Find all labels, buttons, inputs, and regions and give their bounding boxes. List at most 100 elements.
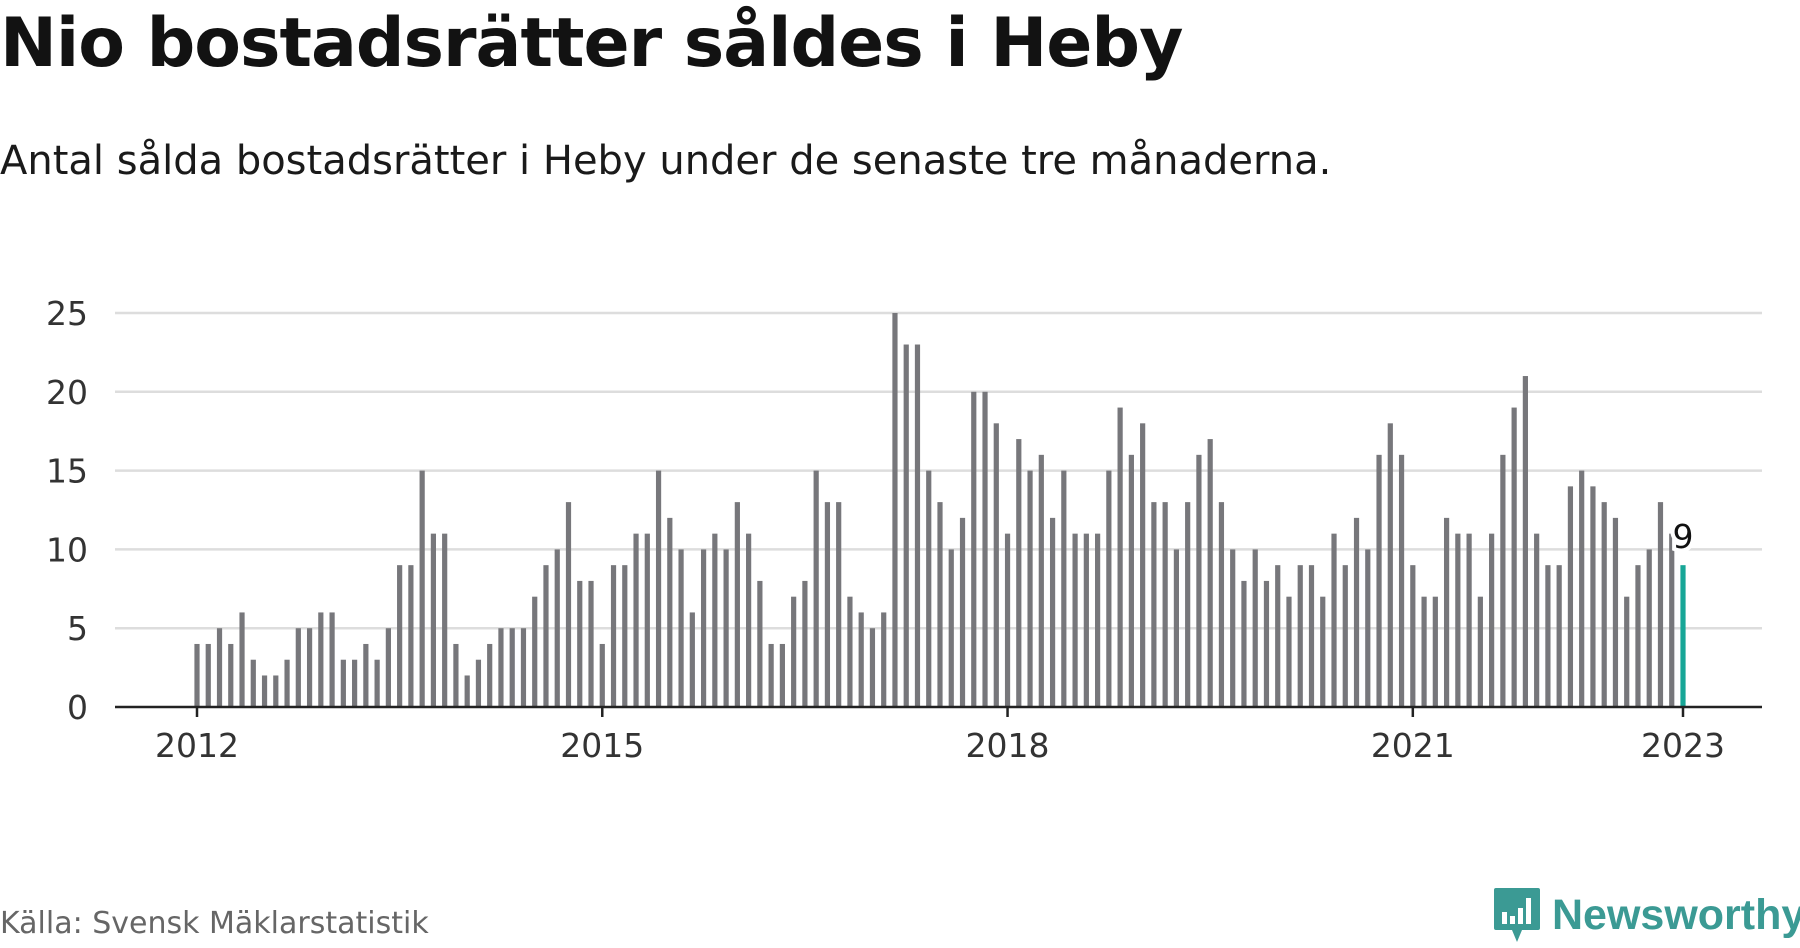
bar — [1455, 533, 1461, 707]
bar — [1612, 517, 1619, 707]
bar — [1038, 454, 1044, 707]
newsworthy-logo: Newsworthy — [1492, 886, 1800, 944]
bar — [655, 470, 662, 707]
brand-name: Newsworthy — [1552, 890, 1800, 939]
source-note: Källa: Svensk Mäklarstatistik — [0, 906, 429, 941]
y-tick-label: 20 — [46, 373, 88, 412]
bar — [543, 565, 549, 707]
x-tick-label: 2018 — [966, 726, 1050, 765]
bar — [284, 659, 290, 707]
bar — [633, 533, 639, 707]
bar — [858, 612, 864, 707]
bar — [1567, 486, 1574, 707]
bar — [757, 580, 763, 707]
bar — [577, 580, 583, 707]
y-tick-label: 15 — [46, 452, 88, 491]
bar — [397, 565, 403, 707]
bar — [228, 643, 234, 707]
bar — [498, 628, 504, 707]
bar — [791, 596, 797, 707]
bar — [779, 643, 785, 707]
bar — [734, 502, 740, 707]
bar — [520, 628, 527, 707]
bar — [261, 675, 268, 707]
bar — [881, 612, 887, 707]
bar — [948, 549, 954, 707]
bar — [869, 628, 876, 707]
x-tick-label: 2021 — [1371, 726, 1455, 765]
bar — [1511, 407, 1517, 707]
bar — [1275, 565, 1281, 707]
bar — [723, 549, 729, 707]
bar — [352, 659, 358, 707]
y-tick-label: 10 — [46, 530, 88, 569]
bar — [1635, 565, 1641, 707]
bar — [1252, 549, 1258, 707]
y-tick-label: 5 — [67, 609, 88, 648]
bar — [1365, 549, 1371, 707]
bar — [971, 391, 977, 707]
bar — [667, 517, 673, 707]
bar — [374, 659, 380, 707]
bar — [982, 391, 988, 707]
bar — [1376, 454, 1382, 707]
bar — [1669, 533, 1675, 707]
bar — [1140, 423, 1146, 707]
brand-chart-icon — [1494, 888, 1540, 942]
bar — [1353, 517, 1360, 707]
bar — [340, 659, 346, 707]
bar — [1027, 470, 1033, 707]
bar — [306, 628, 313, 707]
bar — [1072, 533, 1078, 707]
bar — [419, 470, 425, 707]
bar — [487, 643, 493, 707]
bar — [746, 533, 752, 707]
bar — [689, 612, 695, 707]
bar — [464, 675, 470, 707]
bar — [1117, 407, 1123, 707]
bar — [1489, 533, 1495, 707]
bar — [599, 643, 605, 707]
bar — [1657, 502, 1664, 707]
bar — [408, 565, 414, 707]
bar-highlight — [1680, 565, 1686, 707]
bar — [1151, 502, 1157, 707]
bar — [678, 549, 684, 707]
bar — [1432, 596, 1438, 707]
bar — [644, 533, 650, 707]
bar — [588, 580, 594, 707]
bar — [1477, 596, 1483, 707]
bar — [1624, 596, 1630, 707]
chart-title: Nio bostadsrätter såldes i Heby — [0, 4, 1183, 83]
bar — [509, 628, 515, 707]
bar — [1601, 502, 1607, 707]
bar — [1410, 565, 1416, 707]
bar — [194, 643, 200, 707]
bar — [1061, 470, 1067, 707]
bar — [610, 565, 617, 707]
y-tick-label: 0 — [67, 688, 88, 727]
bar — [1646, 549, 1652, 707]
bar — [1106, 470, 1112, 707]
bar — [1241, 580, 1247, 707]
bar — [475, 659, 482, 707]
bar — [926, 470, 932, 707]
x-tick-label: 2023 — [1641, 726, 1725, 765]
bar — [1162, 502, 1168, 707]
bar — [824, 502, 831, 707]
bar — [1230, 549, 1236, 707]
bar — [1398, 454, 1405, 707]
bar — [1579, 470, 1585, 707]
bar — [1218, 502, 1225, 707]
bar — [712, 533, 718, 707]
bar — [768, 643, 774, 707]
bar — [1004, 533, 1011, 707]
bar — [385, 628, 391, 707]
x-tick-label: 2015 — [560, 726, 644, 765]
bar — [1556, 565, 1562, 707]
bar — [1095, 533, 1101, 707]
bar — [1443, 517, 1450, 707]
bar — [1387, 423, 1393, 707]
bar — [1196, 454, 1202, 707]
